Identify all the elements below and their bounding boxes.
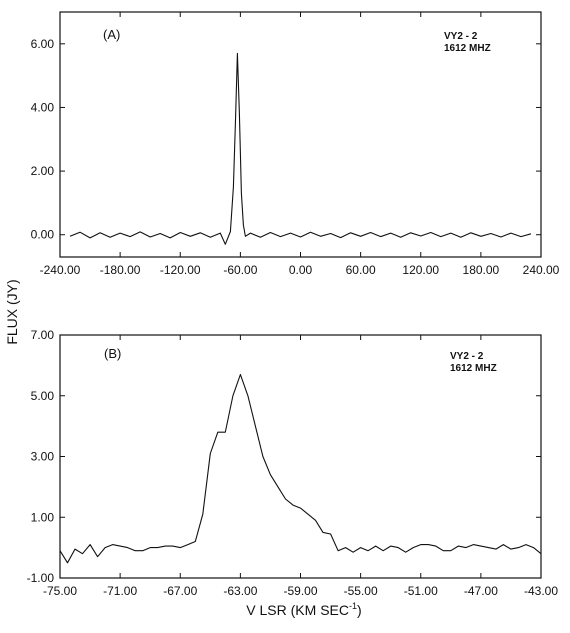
panel-b-x-tick-label: -75.00 bbox=[43, 584, 77, 598]
panel-a-x-tick-label: -120.00 bbox=[160, 263, 201, 277]
panel-b-frequency: 1612 MHZ bbox=[450, 363, 497, 374]
panel-a-x-tick-label: 240.00 bbox=[523, 263, 560, 277]
panel-b-x-tick-label: -51.00 bbox=[404, 584, 438, 598]
panel-b-y-tick-label: -1.00 bbox=[27, 571, 55, 585]
panel-a-spectrum-line bbox=[69, 52, 532, 245]
panel-a-label: (A) bbox=[103, 27, 120, 42]
panel-b-spectrum-line bbox=[59, 373, 542, 564]
panel-b-x-tick-label: -43.00 bbox=[524, 584, 558, 598]
panel-a-x-tick-label: -60.00 bbox=[223, 263, 257, 277]
panel-a-x-tick-label: -240.00 bbox=[40, 263, 81, 277]
panel-a-y-tick-label: 0.00 bbox=[31, 228, 55, 242]
x-axis-label-main: V LSR (KM SEC bbox=[246, 602, 349, 618]
panel-b: (B) VY2 - 2 1612 MHZ -75.00 -71.00 -67.00-… bbox=[27, 328, 559, 598]
panel-b-x-tick-label: -71.00 bbox=[103, 584, 137, 598]
panel-a-x-tick-label: -180.00 bbox=[100, 263, 141, 277]
panel-a-ticks: -240.00 -180.00 -120.00 -60.00 0.00 60.00 120.… bbox=[31, 12, 560, 277]
panel-b-x-tick-label: -67.00 bbox=[163, 584, 197, 598]
panel-a-y-tick-label: 4.00 bbox=[31, 100, 55, 114]
panel-a-y-tick-label: 2.00 bbox=[31, 164, 55, 178]
panel-b-label: (B) bbox=[104, 346, 121, 361]
panel-b-x-tick-label: -59.00 bbox=[283, 584, 317, 598]
x-axis-label: V LSR (KM SEC-1) bbox=[246, 601, 361, 618]
panel-a-x-tick-label: 180.00 bbox=[463, 263, 500, 277]
panel-a-y-tick-label: 6.00 bbox=[31, 37, 55, 51]
panel-a-frequency: 1612 MHZ bbox=[444, 43, 491, 54]
panel-b-x-tick-label: -63.00 bbox=[223, 584, 257, 598]
panel-a-x-tick-label: 60.00 bbox=[346, 263, 376, 277]
x-axis-label-close: ) bbox=[357, 602, 362, 618]
panel-b-y-tick-label: 7.00 bbox=[31, 328, 55, 342]
y-axis-label: FLUX (JY) bbox=[4, 279, 20, 344]
panel-b-x-tick-label: -55.00 bbox=[344, 584, 378, 598]
panel-b-y-tick-label: 1.00 bbox=[31, 510, 55, 524]
panel-a-x-tick-label: 0.00 bbox=[289, 263, 313, 277]
panel-a-x-tick-label: 120.00 bbox=[402, 263, 439, 277]
panel-b-ticks: -75.00 -71.00 -67.00 -63.00 -59.00 -55.00 -51.… bbox=[27, 328, 559, 598]
panel-b-y-tick-label: 3.00 bbox=[31, 450, 55, 464]
panel-b-source-name: VY2 - 2 bbox=[450, 351, 484, 362]
panel-b-x-tick-label: -47.00 bbox=[464, 584, 498, 598]
x-axis-label-exponent: -1 bbox=[349, 601, 357, 611]
panel-a-source-name: VY2 - 2 bbox=[444, 31, 478, 42]
panel-a: (A) VY2 - 2 1612 MHZ -240.00 -180.00 -120.… bbox=[31, 11, 560, 277]
panel-b-y-tick-label: 5.00 bbox=[31, 389, 55, 403]
